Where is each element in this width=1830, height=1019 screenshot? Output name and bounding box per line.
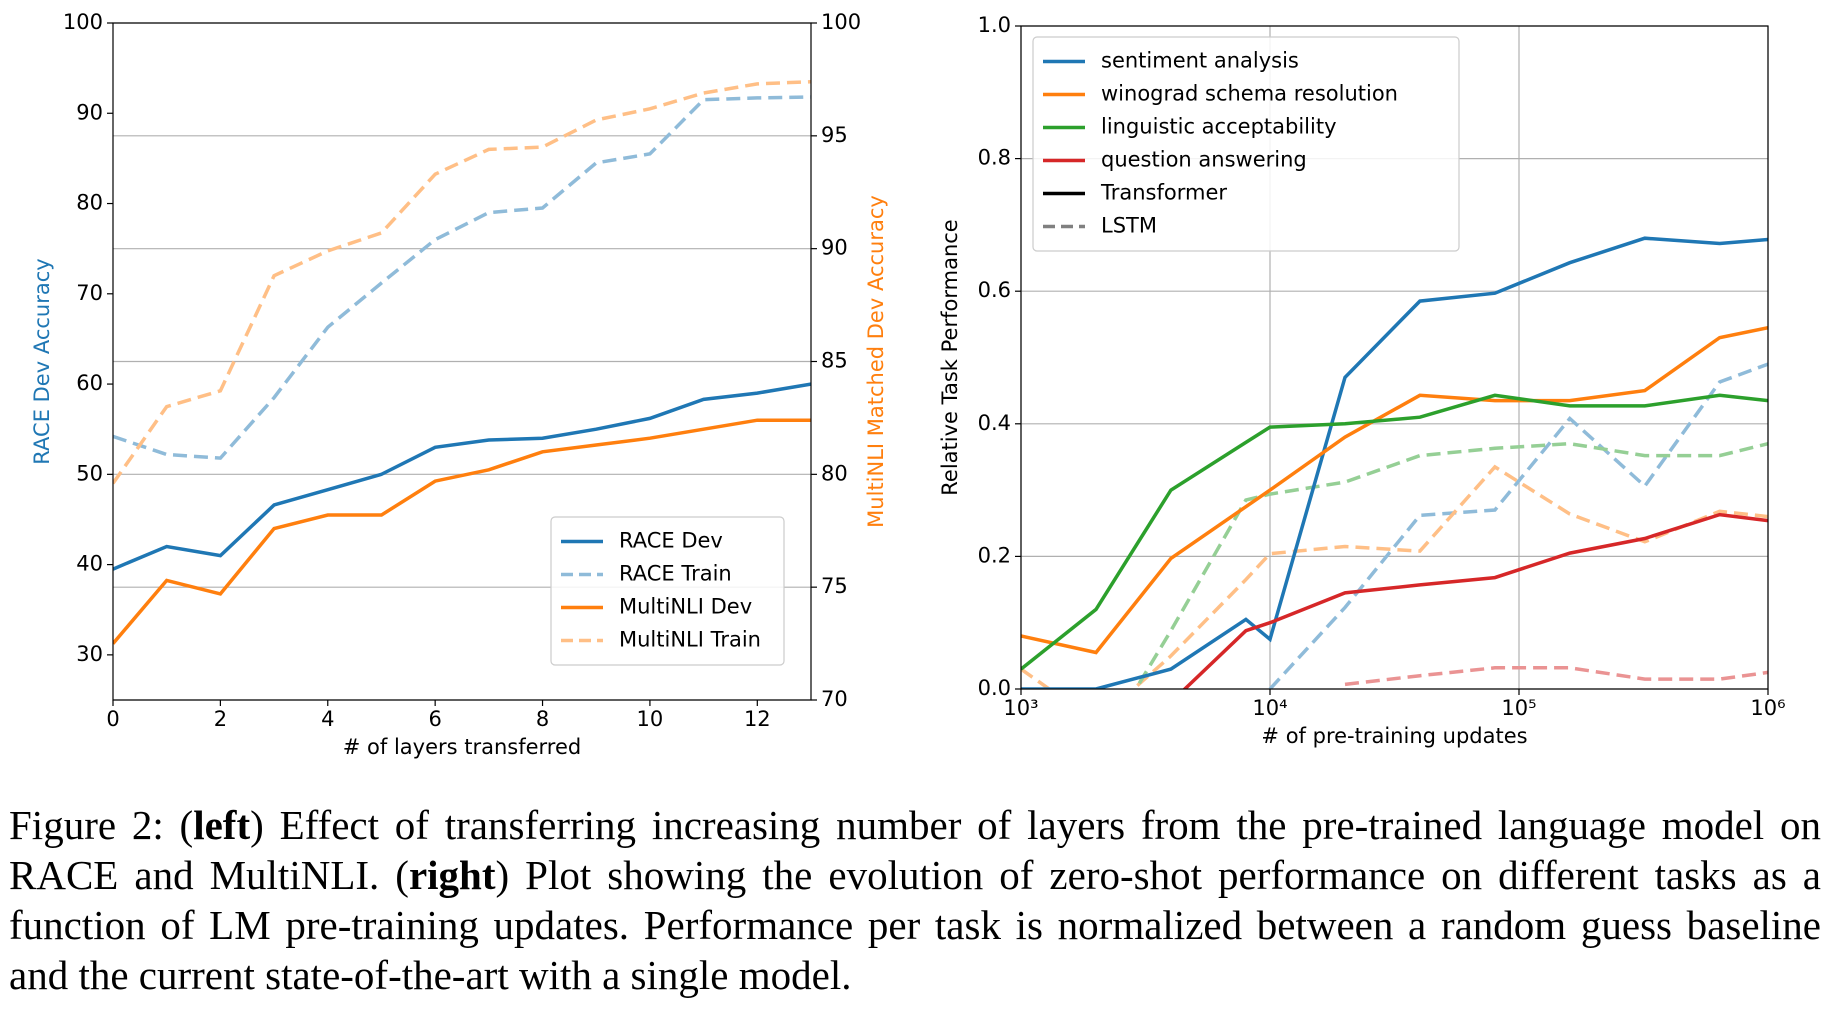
y-tick-label: 0.2: [978, 543, 1011, 567]
data-line: [1182, 512, 1768, 689]
data-line: [113, 79, 811, 485]
legend-box: [550, 516, 785, 666]
plot-frame: [1020, 25, 1769, 690]
legend-label: winograd schema resolution: [1101, 82, 1398, 106]
y-tick-label: 70: [76, 281, 103, 305]
y-tick-label: 0.6: [978, 278, 1011, 302]
y2-tick-label: 90: [821, 236, 848, 260]
caption: Figure 2: (left) Effect of transferring …: [9, 800, 1821, 1000]
x-tick-label: 12: [744, 707, 771, 731]
y2-axis-title: MultiNLI Matched Dev Accuracy: [864, 195, 888, 528]
caption-bold: left: [193, 802, 251, 848]
y-tick-label: 0.8: [978, 146, 1011, 170]
x-tick-label: 10: [637, 707, 664, 731]
x-tick-label: 4: [321, 707, 334, 731]
legend-label: Transformer: [1100, 181, 1227, 205]
legend-label: MultiNLI Train: [619, 628, 761, 652]
y2-tick-label: 100: [821, 10, 861, 34]
y-axis-title: RACE Dev Accuracy: [30, 258, 54, 464]
legend-label: LSTM: [1101, 214, 1157, 238]
data-line: [1344, 666, 1768, 687]
y-axis-title: Relative Task Performance: [938, 219, 962, 495]
x-tick-label: 2: [214, 707, 227, 731]
y2-tick-label: 85: [821, 349, 848, 373]
x-tick-label: 10⁴: [1252, 696, 1287, 720]
y2-tick-label: 95: [821, 123, 848, 147]
x-axis-title: # of layers transferred: [343, 735, 581, 759]
data-line: [1133, 441, 1768, 689]
y-tick-label: 60: [76, 371, 103, 395]
x-tick-label: 0: [106, 707, 119, 731]
y-tick-label: 0.4: [978, 411, 1011, 435]
legend-label: MultiNLI Dev: [619, 595, 752, 619]
x-tick-label: 8: [536, 707, 549, 731]
y-tick-label: 80: [76, 191, 103, 215]
legend-label: question answering: [1101, 148, 1307, 172]
data-line: [1021, 464, 1768, 689]
y2-tick-label: 70: [821, 687, 848, 711]
caption-text: ) Effect of transferring increasing numb…: [9, 802, 1821, 898]
legend-label: RACE Dev: [619, 529, 723, 553]
legend-box: [1032, 36, 1460, 252]
data-line: [1021, 393, 1768, 671]
y-tick-label: 40: [76, 552, 103, 576]
y-tick-label: 30: [76, 642, 103, 666]
legend-label: linguistic acceptability: [1101, 115, 1337, 139]
legend-label: sentiment analysis: [1101, 49, 1299, 73]
y2-tick-label: 75: [821, 574, 848, 598]
caption-bold: right: [408, 852, 496, 898]
caption-text: ) Plot showing the evolution of zero-sho…: [9, 852, 1821, 998]
data-line: [1021, 325, 1768, 655]
figure: 0 2 4 6 8 10 12 30 40 50 60 70 80 90 100 70 75 80 85 90 95 10…: [30, 10, 1786, 759]
y-tick-label: 50: [76, 461, 103, 485]
x-tick-label: 10⁶: [1750, 696, 1785, 720]
y-tick-label: 1.0: [978, 13, 1011, 37]
data-line: [113, 382, 811, 571]
x-tick-label: 10⁵: [1501, 696, 1536, 720]
plot-frame: [112, 22, 812, 701]
y-tick-label: 0.0: [978, 676, 1011, 700]
x-axis-title: # of pre-training updates: [1261, 724, 1527, 748]
y-tick-label: 90: [76, 100, 103, 124]
legend-label: RACE Train: [619, 562, 732, 586]
data-line: [1021, 236, 1768, 689]
y2-tick-label: 80: [821, 461, 848, 485]
x-tick-label: 6: [428, 707, 441, 731]
x-tick-label: 10³: [1003, 696, 1038, 720]
data-line: [113, 418, 811, 645]
data-line: [113, 95, 811, 460]
y-tick-label: 100: [63, 10, 103, 34]
caption-text: Figure 2: (: [9, 802, 194, 848]
